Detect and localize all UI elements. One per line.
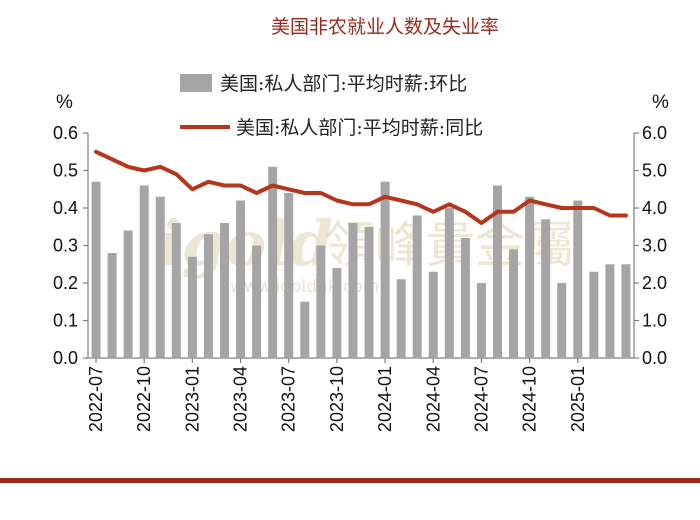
x-tick-label: 2023-01 [182, 366, 202, 432]
left-axis-unit: % [56, 92, 73, 113]
bottom-rule [0, 478, 700, 483]
bar-mom-2023-06 [268, 166, 278, 358]
bar-mom-2025-04 [621, 264, 631, 358]
bar-mom-2022-12 [171, 223, 181, 358]
bar-mom-2023-05 [252, 245, 262, 358]
bar-mom-2025-03 [605, 264, 615, 358]
bar-mom-2023-01 [187, 256, 197, 358]
bar-mom-2023-02 [203, 234, 213, 358]
bar-mom-2023-11 [348, 223, 358, 358]
bar-mom-2022-08 [107, 253, 117, 358]
bar-mom-2024-08 [493, 185, 502, 358]
x-tick-label: 2024-07 [471, 366, 491, 432]
left-tick-label: 0.5 [53, 161, 78, 181]
bar-mom-2023-09 [316, 245, 326, 358]
x-tick-label: 2024-01 [375, 366, 395, 432]
right-tick-label: 0.0 [642, 348, 667, 368]
bar-mom-2024-03 [412, 215, 422, 358]
line-series [94, 149, 628, 225]
tick-labels: 0.0 0.1 0.2 0.3 0.4 0.5 0.6 0.0 1.0 2.0 3.0 4.0 5.0 6… [53, 123, 667, 432]
right-axis-unit: % [652, 92, 669, 113]
bar-mom-2024-04 [428, 271, 438, 358]
left-tick-label: 0.4 [53, 198, 78, 218]
bar-mom-2024-07 [476, 283, 486, 358]
bar-mom-2024-12 [557, 283, 567, 358]
x-tick-label: 2023-07 [279, 366, 299, 432]
bar-mom-2022-09 [123, 230, 133, 358]
right-tick-label: 5.0 [642, 161, 667, 181]
legend-bar-label: 美国:私人部门:平均时薪:环比 [220, 73, 467, 95]
legend-line-label: 美国:私人部门:平均时薪:同比 [236, 117, 483, 139]
x-tick-label: 2023-04 [231, 366, 251, 432]
left-tick-label: 0.6 [53, 123, 78, 143]
bar-mom-2024-02 [396, 279, 406, 358]
watermark-brand: igold [158, 207, 333, 280]
bar-mom-2024-06 [460, 238, 470, 358]
bar-mom-2022-10 [139, 185, 149, 358]
x-tick-label: 2024-10 [520, 366, 540, 432]
legend-bar-swatch [180, 74, 212, 92]
bar-mom-2022-07 [91, 181, 101, 358]
bar-mom-2023-07 [284, 193, 294, 358]
right-tick-label: 1.0 [642, 311, 667, 331]
bar-mom-2022-11 [155, 196, 165, 358]
right-tick-label: 4.0 [642, 198, 667, 218]
bar-mom-2023-03 [220, 223, 229, 358]
left-tick-label: 0.1 [53, 311, 78, 331]
bar-mom-2023-12 [364, 226, 374, 358]
bar-mom-2024-11 [541, 219, 551, 358]
left-tick-label: 0.2 [53, 273, 78, 293]
bar-mom-2024-01 [380, 181, 390, 358]
x-tick-label: 2024-04 [423, 366, 443, 432]
x-tick-label: 2025-01 [568, 366, 588, 432]
bar-mom-2025-01 [573, 200, 583, 358]
bar-mom-2023-10 [332, 268, 342, 358]
chart-title: 美国非农就业人数及失业率 [271, 16, 499, 38]
watermark-url: www.igoldhk.com [230, 277, 379, 297]
bar-mom-2024-10 [525, 196, 535, 358]
bar-mom-2024-05 [444, 208, 454, 358]
right-tick-label: 6.0 [642, 123, 667, 143]
bar-mom-2024-09 [509, 249, 519, 358]
x-tick-label: 2022-07 [86, 366, 106, 432]
left-tick-label: 0.3 [53, 236, 78, 256]
bar-mom-2025-02 [589, 271, 599, 358]
right-tick-label: 3.0 [642, 236, 667, 256]
x-tick-label: 2022-10 [134, 366, 154, 432]
x-tick-label: 2023-10 [327, 366, 347, 432]
bar-mom-2023-04 [236, 200, 246, 358]
left-tick-label: 0.0 [53, 348, 78, 368]
bar-series [91, 166, 631, 358]
bar-mom-2023-08 [300, 301, 310, 358]
right-tick-label: 2.0 [642, 273, 667, 293]
line-yoy [94, 149, 628, 225]
